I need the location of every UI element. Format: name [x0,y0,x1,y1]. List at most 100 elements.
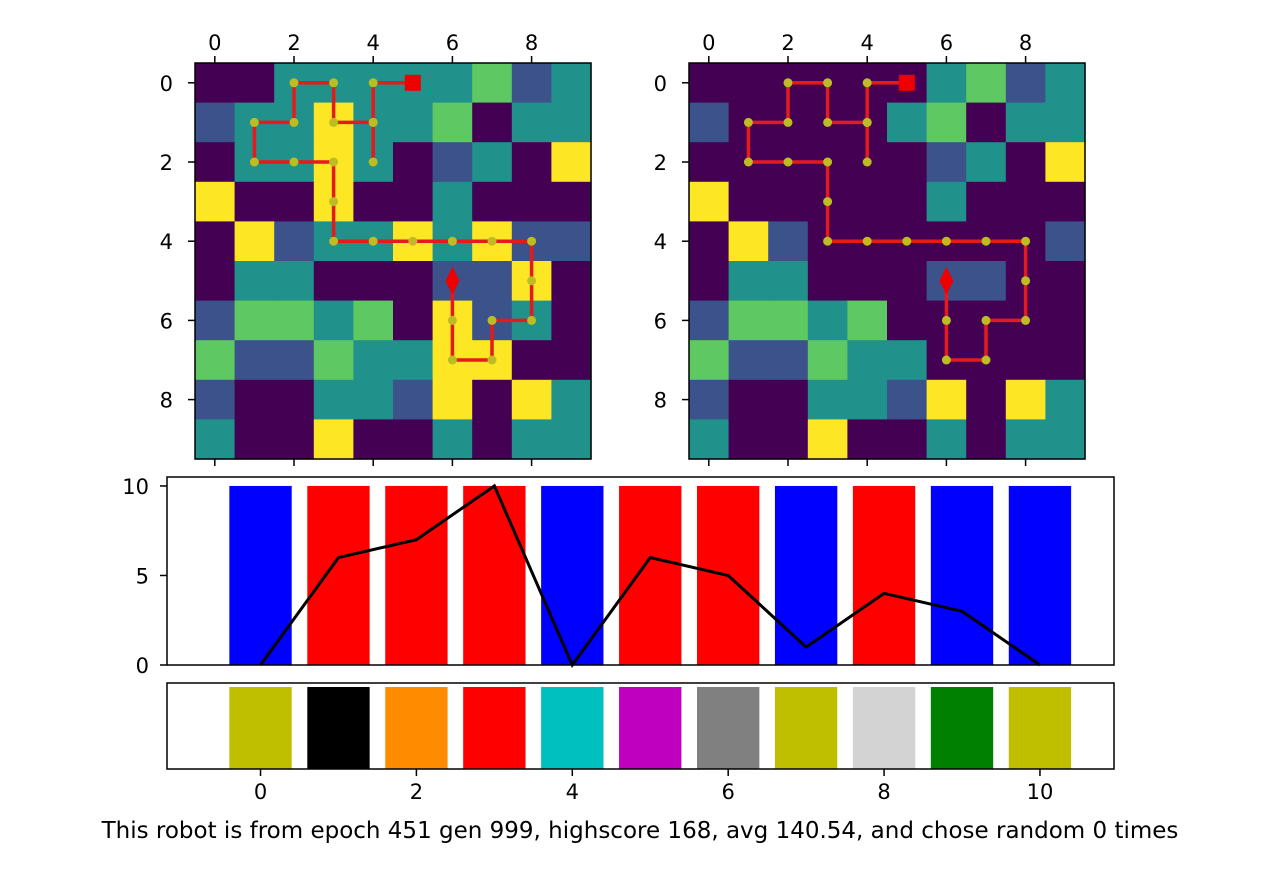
heatmap-right-path-point [783,78,793,88]
color-strip-xtick-label: 10 [1027,780,1054,804]
heatmap-right-path-point [941,315,951,325]
heatmap-right-cell [728,63,769,104]
heatmap-right-cell [1045,340,1086,381]
heatmap-left-cell [274,221,315,262]
bar [541,485,604,665]
heatmap-left-cell [353,419,394,460]
heatmap-right-path-point [862,157,872,167]
heatmap-right-cell [1045,63,1086,104]
heatmap-right-cell [689,63,730,104]
heatmap-left-cell [195,221,236,262]
heatmap-right-cell [926,63,967,104]
heatmap-right-cell [728,340,769,381]
heatmap-right-cell [926,419,967,460]
heatmap-right-cell [887,181,928,222]
heatmap-right-cell [768,419,809,460]
heatmap-right-cell [887,102,928,143]
heatmap-left-cell [313,419,354,460]
heatmap-left-cell [432,102,473,143]
heatmap-left-cell [234,63,275,104]
heatmap-left-path-point [289,78,299,88]
heatmap-right-path-point [783,157,793,167]
strip-bar [307,687,370,769]
heatmap-right-cell [728,221,769,262]
bar [385,485,448,665]
heatmap-left-cell [234,379,275,420]
heatmap-left-path-point [527,315,537,325]
heatmap-right-cell [728,379,769,420]
heatmap-left-path-point [447,355,457,365]
color-strip-xtick-label: 2 [410,780,423,804]
heatmap-left-path-point [408,236,418,246]
heatmap-left-cell [234,300,275,341]
heatmap-left-path-point [289,117,299,127]
strip-bar [463,687,526,769]
strip-bar [385,687,448,769]
heatmap-right-path-point [1021,315,1031,325]
color-strip-frame [166,682,1115,770]
heatmap-right-xtick-label: 0 [702,31,715,55]
bar [229,485,292,665]
heatmap-left-cell [432,181,473,222]
heatmap-left-cell [353,261,394,302]
strip-bar [619,687,682,769]
heatmap-right-path-point [823,197,833,207]
heatmap-right-cell [1045,300,1086,341]
heatmap-right-cell [1005,379,1046,420]
heatmap-right-cell [768,379,809,420]
heatmap-right-cell [1005,181,1046,222]
heatmap-right-path-point [743,157,753,167]
heatmap-left-cell [313,340,354,381]
heatmap-right-cell [926,181,967,222]
color-strip-xtick-label: 4 [566,780,579,804]
heatmap-right-cell [1045,419,1086,460]
heatmap-right-cell [1045,379,1086,420]
heatmap-right-cell [728,181,769,222]
heatmap-right-cell [1045,142,1086,183]
heatmap-right-cell [926,102,967,143]
heatmap-right-cell [1045,261,1086,302]
heatmap-right-cell [926,379,967,420]
heatmap-right-cell [728,419,769,460]
heatmap-left-cell [195,63,236,104]
heatmap-left-cell [432,379,473,420]
bar [307,485,370,665]
heatmap-left-path-point [329,157,339,167]
heatmap-left-xtick-label: 8 [525,31,538,55]
heatmap-left-cell [393,300,434,341]
heatmap-left-path-point [368,78,378,88]
heatmap-right-cell [966,102,1007,143]
heatmap-left-cell [195,419,236,460]
heatmap-left-cell [195,181,236,222]
heatmap-right-path-point [823,117,833,127]
strip-bar [229,687,292,769]
heatmap-right-path-point [981,315,991,325]
heatmap-right-cell [768,340,809,381]
heatmap-right-path-point [823,236,833,246]
series-line [259,483,1041,669]
heatmap-left-cell [511,419,552,460]
heatmap-left-path-point [368,236,378,246]
heatmap-right-start-marker [898,74,915,91]
heatmap-left-path-point [487,315,497,325]
strip-bar [697,687,760,769]
heatmap-right-cell [689,102,730,143]
heatmap-right-xtick-label: 8 [1019,31,1032,55]
heatmap-left-cell [195,379,236,420]
heatmap-right-cell [966,261,1007,302]
heatmap-left-cell [274,261,315,302]
heatmap-right-path-point [941,236,951,246]
color-strip-xtick-label: 0 [254,780,267,804]
heatmap-left-path-point [487,355,497,365]
heatmap-right-cell [689,300,730,341]
bar-line-chart: 0 5 10 [122,475,1115,678]
heatmap-left-frame [194,62,592,460]
heatmap-left-cell [432,63,473,104]
heatmap-right-cell [689,419,730,460]
heatmap-left-cell [274,379,315,420]
bar [930,485,994,665]
heatmap-left-cell [472,102,513,143]
heatmap-right-ytick-label: 2 [654,151,667,175]
heatmap-left-cell [432,419,473,460]
heatmap-right-cell [807,419,848,460]
